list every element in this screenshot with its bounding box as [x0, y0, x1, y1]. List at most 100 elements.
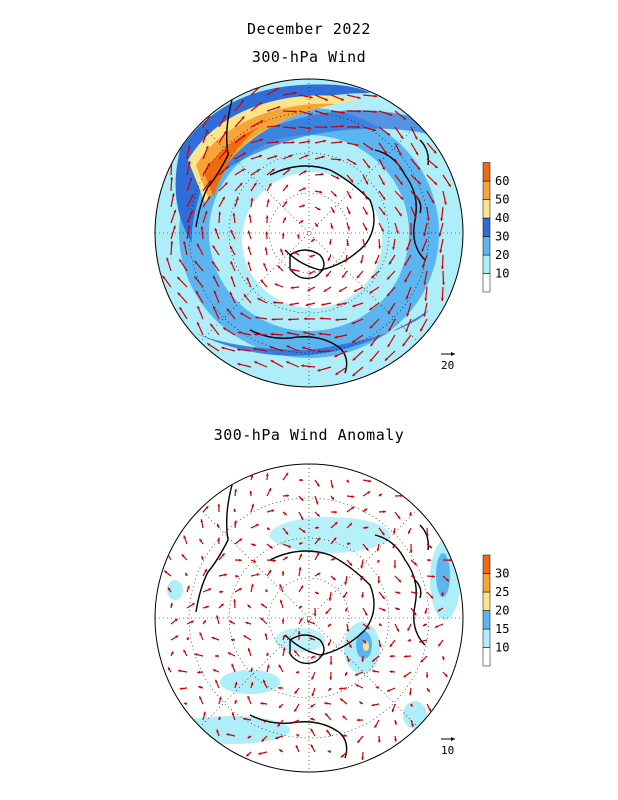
- wind-arrow-head: [360, 577, 364, 581]
- wind-arrow-head: [343, 594, 346, 598]
- wind-arrow-head: [227, 652, 231, 656]
- wind-arrow-head: [213, 290, 217, 294]
- wind-arrow-head: [304, 317, 307, 321]
- wind-arrow-head: [309, 95, 313, 99]
- wind-arrow-head: [409, 513, 413, 516]
- wind-arrow-head: [433, 150, 437, 154]
- wind-arrow-head: [294, 690, 298, 694]
- wind-arrow-head: [297, 234, 300, 237]
- colorbar-swatch: [482, 591, 491, 611]
- wind-arrow-head: [302, 204, 305, 208]
- wind-arrow-head: [391, 709, 395, 712]
- wind-arrow-head: [174, 618, 178, 622]
- wind-arrow-head: [352, 357, 356, 361]
- wind-arrow-head: [309, 637, 313, 641]
- wind-arrow-head: [299, 617, 303, 621]
- wind-arrow-head: [281, 571, 285, 574]
- wind-arrow-head: [392, 530, 396, 534]
- wind-arrow-head: [392, 545, 396, 549]
- wind-arrow-head: [274, 155, 278, 158]
- wind-arrow-head: [266, 527, 270, 530]
- wind-arrow-head: [247, 648, 251, 652]
- wind-arrow-head: [434, 165, 438, 169]
- wind-arrow-head: [288, 544, 292, 548]
- wind-arrow-head: [311, 239, 315, 242]
- wind-arrow-head: [365, 181, 368, 185]
- wind-arrow-head: [187, 225, 191, 229]
- wind-arrow-head: [187, 145, 191, 149]
- wind-arrow-head: [420, 328, 423, 332]
- wind-arrow-head: [408, 692, 412, 696]
- wind-arrow-head: [372, 669, 375, 673]
- wind-arrow-head: [427, 689, 430, 692]
- colorbar: 10 15 20 25 30: [482, 554, 509, 667]
- wind-arrow-head: [372, 658, 375, 662]
- reference-vector: 20: [441, 352, 455, 372]
- colorbar-swatch: [482, 236, 491, 256]
- wind-arrow-head: [276, 140, 279, 144]
- wind-arrow-head: [375, 686, 379, 690]
- wind-arrow-head: [205, 146, 209, 149]
- wind-arrow-head: [285, 472, 289, 476]
- wind-arrow-head: [359, 701, 363, 705]
- wind-arrow-head: [325, 713, 328, 717]
- wind-arrow-head: [233, 599, 237, 602]
- wind-arrow-head: [407, 638, 411, 642]
- wind-arrow-head: [210, 323, 214, 327]
- wind-arrow-head: [361, 659, 365, 662]
- wind-arrow-head: [294, 708, 297, 712]
- wind-arrow-head: [249, 490, 253, 494]
- wind-arrow-head: [443, 201, 447, 205]
- wind-arrow-head: [290, 286, 294, 290]
- wind-arrow-head: [317, 349, 320, 353]
- wind-arrow-head: [229, 620, 233, 624]
- map-border: [154, 463, 464, 773]
- colorbar-label: 25: [495, 585, 509, 599]
- wind-arrow-head: [198, 685, 202, 689]
- wind-arrow-head: [269, 346, 273, 349]
- wind-arrow-head: [234, 520, 237, 524]
- wind-arrow-head: [197, 306, 200, 310]
- wind-arrow-head: [260, 702, 264, 705]
- wind-arrow-head: [330, 225, 334, 229]
- wind-arrow-head: [239, 182, 243, 186]
- wind-arrow-head: [241, 116, 245, 120]
- wind-arrow-head: [374, 110, 377, 114]
- wind-arrow-head: [408, 530, 411, 534]
- wind-arrow-head: [170, 177, 174, 180]
- wind-arrow-head: [347, 542, 351, 546]
- wind-arrow-head: [350, 179, 354, 183]
- panel1-title: 300-hPa Wind: [251, 48, 367, 66]
- wind-arrow-head: [292, 720, 296, 724]
- wind-arrow-head: [426, 217, 430, 221]
- wind-arrow-head: [336, 303, 340, 306]
- wind-arrow-head: [368, 479, 372, 483]
- wind-arrow-head: [448, 183, 451, 187]
- wind-arrow-head: [200, 226, 204, 230]
- wind-arrow-head: [403, 117, 406, 120]
- figure-title: December 2022: [247, 20, 371, 38]
- wind-arrow-head: [260, 138, 264, 142]
- wind-arrow-head: [313, 613, 317, 617]
- wind-arrow-head: [355, 143, 359, 147]
- wind-arrow-head: [353, 161, 357, 165]
- wind-arrow-head: [316, 483, 320, 487]
- colorbar-label: 20: [495, 604, 509, 618]
- wind-arrow-head: [400, 494, 404, 498]
- wind-arrow-head: [303, 170, 307, 174]
- wind-arrow-head: [340, 698, 343, 702]
- wind-arrow-head: [231, 638, 234, 642]
- wind-arrow-head: [330, 485, 334, 489]
- wind-arrow-head: [282, 635, 286, 638]
- wind-arrow-head: [241, 100, 244, 103]
- wind-arrow-head: [217, 503, 221, 507]
- wind-arrow-head: [199, 538, 203, 542]
- wind-arrow-head: [334, 335, 338, 339]
- wind-arrow-head: [356, 275, 360, 279]
- wind-vectors: [162, 85, 452, 377]
- wind-arrow-head: [260, 120, 264, 124]
- wind-arrow-head: [334, 510, 337, 514]
- wind-arrow-head: [389, 113, 393, 116]
- wind-arrow-head: [329, 677, 333, 680]
- wind-arrow-head: [257, 169, 260, 172]
